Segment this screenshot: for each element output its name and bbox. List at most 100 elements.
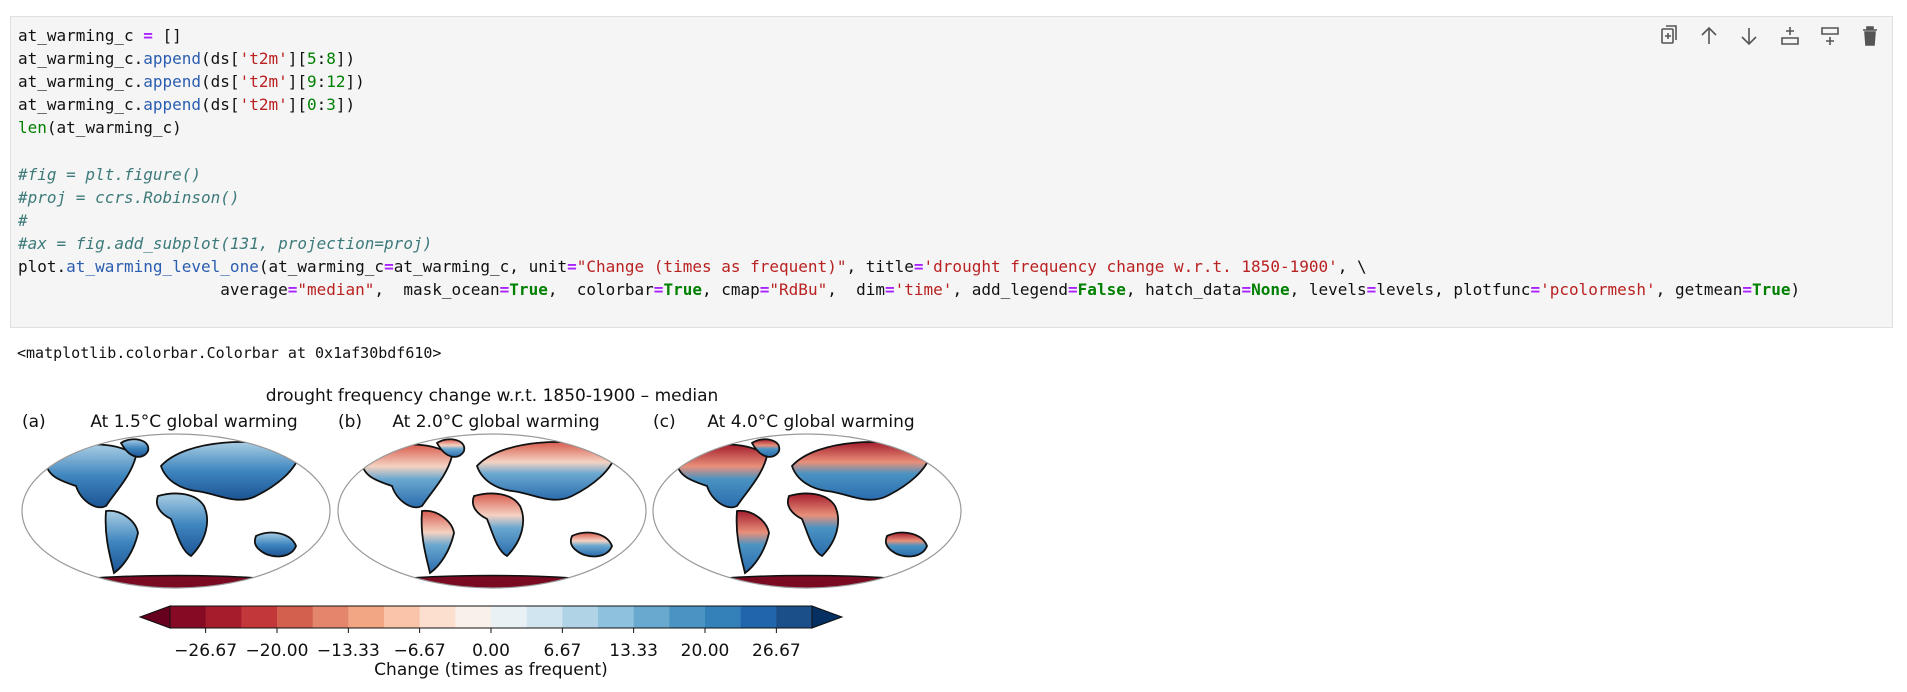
move-down-button[interactable]: [1741, 28, 1757, 46]
code-token: average: [18, 280, 288, 300]
code-token: at_warming_level_one: [66, 256, 259, 276]
code-token: , levels: [1289, 280, 1367, 300]
code-token: (at_warming_c): [46, 118, 182, 138]
panel-label: (b): [338, 412, 362, 432]
code-token: 'pcolormesh': [1540, 280, 1656, 300]
panel-label: (a): [22, 412, 46, 432]
land: [750, 438, 781, 458]
insert-above-button[interactable]: [1781, 27, 1799, 45]
code-token: 'drought frequency change w.r.t. 1850-19…: [923, 256, 1338, 276]
land: [475, 441, 619, 501]
code-token: append: [143, 95, 202, 115]
code-token: 't2m': [239, 49, 288, 69]
code-line: #fig = plt.figure(): [18, 163, 1800, 186]
colorbar-segment: [419, 606, 456, 628]
colorbar-extend: [811, 605, 844, 629]
code-token: (at_warming_c: [258, 256, 385, 276]
colorbar-segment: [491, 606, 528, 628]
colorbar-segment: [312, 606, 349, 628]
code-token: , mask_ocean: [374, 280, 500, 300]
code-token: ): [1790, 280, 1801, 300]
colorbar-label: Change (times as frequent): [374, 660, 608, 680]
colorbar-segment: [241, 606, 278, 628]
code-token: 12: [326, 72, 346, 92]
colorbar-tick-label: 6.67: [543, 641, 581, 661]
code-cell[interactable]: at_warming_c = [] at_warming_c.append(ds[…: [10, 16, 1893, 328]
code-token: ]): [335, 95, 356, 115]
antarctica: [45, 574, 307, 588]
land: [253, 531, 297, 558]
panel-label: (c): [653, 412, 676, 432]
map-outline: [337, 433, 647, 589]
code-token: =: [1366, 280, 1377, 300]
duplicate-button[interactable]: [1661, 25, 1677, 44]
map-outline: [21, 433, 331, 589]
code-token: :: [316, 72, 327, 92]
code-token: ]): [335, 49, 356, 69]
code-token: 0: [307, 95, 317, 115]
colorbar-segment: [526, 606, 563, 628]
code-token: plot.: [18, 256, 67, 276]
code-line: plot.at_warming_level_one(at_warming_c=a…: [18, 255, 1800, 278]
code-token: =: [384, 256, 394, 276]
code-token: "median": [297, 280, 375, 300]
colorbar-segment: [598, 606, 635, 628]
antarctica: [676, 574, 938, 588]
code-token: (ds[: [201, 49, 240, 69]
colorbar-segment: [740, 606, 777, 628]
move-up-button[interactable]: [1701, 26, 1717, 44]
code-editor[interactable]: at_warming_c = [] at_warming_c.append(ds[…: [18, 24, 1800, 301]
colorbar-segment: [277, 606, 314, 628]
code-token: #: [18, 210, 28, 230]
code-token: 9: [307, 72, 317, 92]
colorbar-segment: [562, 606, 599, 628]
code-token: =: [913, 256, 924, 276]
colorbar-segment: [455, 606, 492, 628]
code-token: ][: [287, 49, 307, 69]
code-token: =: [499, 280, 510, 300]
code-token: levels, plotfunc: [1376, 280, 1531, 300]
code-token: at_warming_c, unit: [393, 256, 568, 276]
land: [104, 509, 139, 575]
land: [159, 441, 303, 501]
colorbar-tick-label: −26.67: [174, 641, 237, 661]
antarctica: [361, 574, 623, 588]
code-line: #proj = ccrs.Robinson(): [18, 186, 1800, 209]
colorbar-tick-label: 0.00: [472, 641, 510, 661]
code-token: , getmean: [1655, 280, 1743, 300]
colorbar-tick-label: 20.00: [681, 641, 730, 661]
code-token: , cmap: [701, 280, 760, 300]
panel-title: At 4.0°C global warming: [707, 412, 914, 432]
colorbar-segment: [633, 606, 670, 628]
code-token: True: [509, 280, 548, 300]
code-line: at_warming_c.append(ds['t2m'][9:12]): [18, 70, 1800, 93]
code-token: True: [1752, 280, 1791, 300]
code-token: 't2m': [239, 72, 288, 92]
map-outline: [652, 433, 962, 589]
code-line: at_warming_c = []: [18, 24, 1800, 47]
code-line: #: [18, 209, 1800, 232]
code-token: =: [1742, 280, 1753, 300]
code-token: 't2m': [239, 95, 288, 115]
insert-below-button[interactable]: [1821, 27, 1839, 45]
code-token: (ds[: [201, 72, 240, 92]
code-token: at_warming_c.: [18, 95, 144, 115]
code-token: at_warming_c.: [18, 49, 144, 69]
code-token: #fig = plt.figure(): [18, 164, 202, 184]
code-line: at_warming_c.append(ds['t2m'][0:3]): [18, 93, 1800, 116]
code-token: at_warming_c.: [18, 72, 144, 92]
code-token: #proj = ccrs.Robinson(): [18, 187, 240, 207]
colorbar-segment: [776, 606, 813, 628]
land: [435, 438, 466, 458]
code-token: , add_legend: [952, 280, 1069, 300]
land: [420, 509, 455, 575]
code-token: ]): [345, 72, 365, 92]
code-token: ][: [287, 72, 307, 92]
land: [787, 492, 839, 558]
delete-button[interactable]: [1863, 26, 1877, 46]
code-line: average="median", mask_ocean=True, color…: [18, 278, 1800, 301]
code-token: False: [1077, 280, 1126, 300]
code-token: append: [143, 49, 202, 69]
code-token: []: [152, 26, 182, 45]
